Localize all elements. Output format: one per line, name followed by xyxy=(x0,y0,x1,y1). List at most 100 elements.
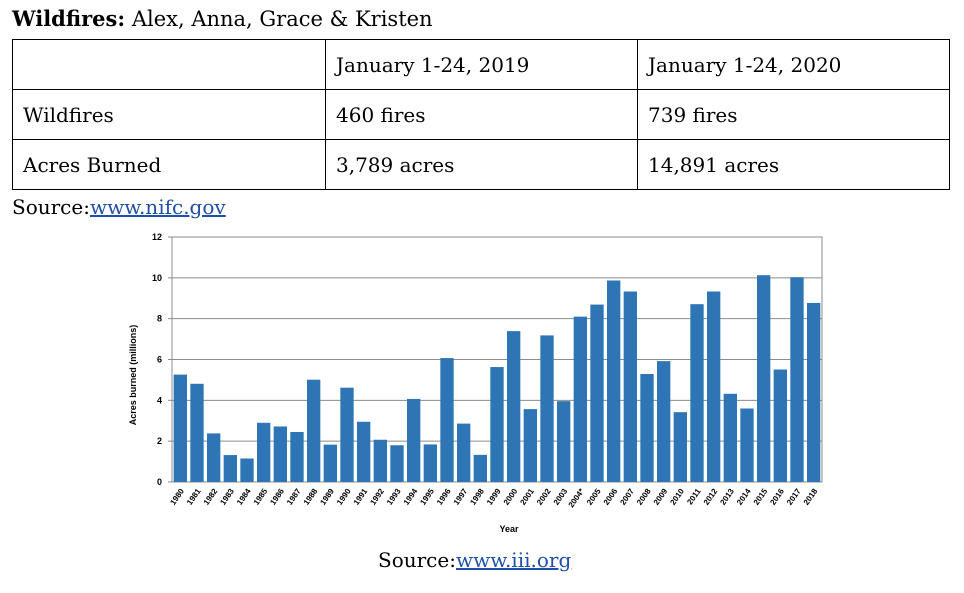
bar-1985 xyxy=(257,422,271,482)
bar-1991 xyxy=(357,421,371,482)
bar-1983 xyxy=(223,455,237,482)
page-title: Wildfires: Alex, Anna, Grace & Kristen xyxy=(12,6,433,31)
bar-2000 xyxy=(507,331,521,482)
x-tick-label: 1988 xyxy=(302,487,320,507)
x-tick-label: 1994 xyxy=(402,487,420,507)
x-tick-label: 2011 xyxy=(685,487,703,507)
table-row: Wildfires 460 fires 739 fires xyxy=(12,89,950,140)
x-tick-label: 2002 xyxy=(535,487,553,507)
bar-1997 xyxy=(457,423,471,482)
x-tick-label: 2015 xyxy=(752,487,770,507)
x-tick-label: 2016 xyxy=(768,487,786,507)
x-tick-label: 1995 xyxy=(418,487,436,507)
x-tick-label: 1989 xyxy=(318,487,336,507)
source-iii: Source:www.iii.org xyxy=(378,548,571,572)
nifc-link[interactable]: www.nifc.gov xyxy=(89,195,226,219)
bar-1988 xyxy=(307,379,321,482)
table-row: Acres Burned 3,789 acres 14,891 acres xyxy=(12,139,950,190)
bar-2018 xyxy=(807,302,821,482)
bar-2016 xyxy=(773,369,787,482)
bar-2002 xyxy=(540,335,554,482)
x-tick-label: 2000 xyxy=(502,487,520,507)
bar-1999 xyxy=(490,367,504,482)
bar-2013 xyxy=(723,393,737,482)
source-label: Source: xyxy=(378,548,456,572)
bar-2009 xyxy=(657,361,671,482)
y-tick-label: 6 xyxy=(157,355,162,365)
y-axis-label: Acres burned (millions) xyxy=(128,325,138,426)
bar-2014 xyxy=(740,408,754,482)
x-tick-label: 2006 xyxy=(602,487,620,507)
y-tick-label: 2 xyxy=(157,436,162,446)
bar-1994 xyxy=(407,398,421,482)
x-tick-label: 1983 xyxy=(218,487,236,507)
table-cell: 460 fires xyxy=(325,89,638,140)
title-authors: Alex, Anna, Grace & Kristen xyxy=(131,7,433,31)
source-nifc: Source:www.nifc.gov xyxy=(12,195,226,219)
x-tick-label: 1991 xyxy=(352,487,370,507)
source-label: Source: xyxy=(12,195,90,219)
bar-2008 xyxy=(640,373,654,482)
title-bold: Wildfires: xyxy=(12,6,126,31)
x-tick-label: 1980 xyxy=(168,487,186,507)
table-cell xyxy=(12,39,326,90)
table-cell: January 1-24, 2020 xyxy=(637,39,950,90)
bar-1990 xyxy=(340,387,354,482)
x-tick-label: 2008 xyxy=(635,487,653,507)
x-tick-label: 1984 xyxy=(235,487,253,507)
bar-2012 xyxy=(707,291,721,482)
y-tick-label: 8 xyxy=(157,314,162,324)
x-tick-label: 1990 xyxy=(335,487,353,507)
y-tick-label: 10 xyxy=(152,273,162,283)
x-tick-label: 1993 xyxy=(385,487,403,507)
chart-bars xyxy=(173,275,821,482)
bar-2011 xyxy=(690,304,704,482)
x-tick-label: 2007 xyxy=(618,487,636,507)
x-tick-label: 1982 xyxy=(202,487,220,507)
x-tick-label: 1997 xyxy=(452,487,470,507)
x-tick-label: 2005 xyxy=(585,487,603,507)
bar-1984 xyxy=(240,458,254,482)
x-tick-label: 2013 xyxy=(718,487,736,507)
bar-2006 xyxy=(607,280,621,482)
x-tick-label: 1996 xyxy=(435,487,453,507)
bar-1989 xyxy=(323,444,337,482)
x-tick-label: 2001 xyxy=(518,487,536,507)
x-tick-label: 1986 xyxy=(268,487,286,507)
bar-1980 xyxy=(173,374,187,482)
table-cell: Wildfires xyxy=(12,89,326,140)
bar-1995 xyxy=(423,444,437,482)
bar-2007 xyxy=(623,291,637,482)
x-tick-label: 1981 xyxy=(185,487,203,507)
x-tick-label: 2014 xyxy=(735,487,753,507)
bar-2004* xyxy=(573,316,587,482)
x-tick-label: 1992 xyxy=(368,487,386,507)
y-tick-label: 4 xyxy=(157,395,162,405)
table-cell: 739 fires xyxy=(637,89,950,140)
bar-1982 xyxy=(207,433,221,482)
y-tick-labels: 0 2 4 6 8 10 12 xyxy=(152,232,162,487)
table-cell: 3,789 acres xyxy=(325,139,638,190)
x-tick-labels: 1980 1981 1982 1983 1984 1985 1986 1987 1988 1989… xyxy=(168,486,819,509)
iii-link[interactable]: www.iii.org xyxy=(455,548,572,572)
x-tick-label: 2017 xyxy=(785,487,803,507)
x-tick-label: 1999 xyxy=(485,487,503,507)
bar-1993 xyxy=(390,445,404,482)
bar-1998 xyxy=(473,454,487,482)
x-tick-label: 2009 xyxy=(652,487,670,507)
bar-2001 xyxy=(523,409,537,482)
x-tick-label: 2012 xyxy=(702,487,720,507)
wildfire-comparison-table: January 1-24, 2019 January 1-24, 2020 Wi… xyxy=(12,39,950,190)
table-cell: Acres Burned xyxy=(12,139,326,190)
bar-1981 xyxy=(190,383,204,482)
bar-1992 xyxy=(373,439,387,482)
bar-2010 xyxy=(673,412,687,482)
x-tick-label: 2018 xyxy=(802,487,820,507)
bar-1986 xyxy=(273,426,287,482)
bar-1987 xyxy=(290,431,304,482)
y-tick-label: 0 xyxy=(157,477,162,487)
x-tick-label: 1985 xyxy=(252,487,270,507)
x-tick-label: 1998 xyxy=(468,487,486,507)
bar-2017 xyxy=(790,277,804,482)
x-tick-label: 1987 xyxy=(285,487,303,507)
